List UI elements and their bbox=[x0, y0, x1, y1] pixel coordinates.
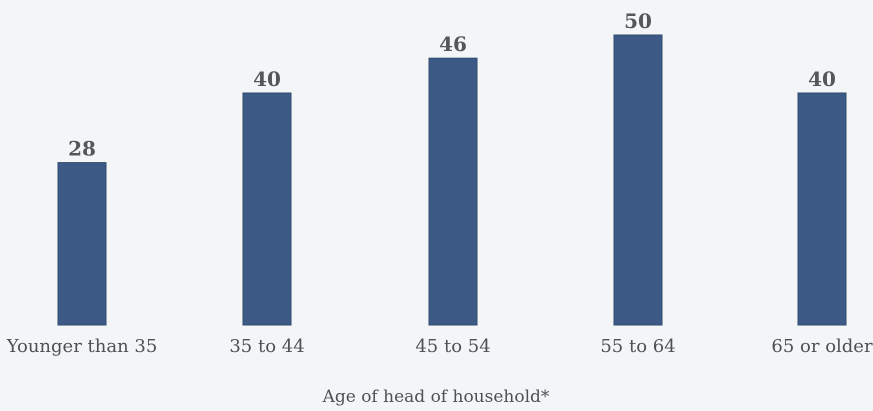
data-label-2: 46 bbox=[439, 32, 467, 56]
data-label-3: 50 bbox=[624, 9, 652, 33]
bars-group bbox=[57, 34, 847, 326]
x-tick-label-3: 55 to 64 bbox=[600, 336, 675, 357]
data-label-0: 28 bbox=[68, 137, 96, 161]
bar-1 bbox=[242, 92, 292, 326]
data-labels-group: 28 40 46 50 40 bbox=[68, 9, 836, 161]
x-axis-title: Age of head of household* bbox=[322, 387, 550, 407]
bar-4 bbox=[797, 92, 847, 326]
x-tick-label-2: 45 to 54 bbox=[415, 336, 490, 357]
x-tick-label-4: 65 or older bbox=[771, 336, 873, 357]
x-tick-label-0: Younger than 35 bbox=[6, 336, 158, 357]
data-label-4: 40 bbox=[808, 67, 836, 91]
x-tick-label-1: 35 to 44 bbox=[229, 336, 304, 357]
bar-3 bbox=[613, 34, 663, 326]
x-tick-labels-group: Younger than 35 35 to 44 45 to 54 55 to 64 6… bbox=[6, 336, 873, 357]
bar-0 bbox=[57, 162, 107, 326]
data-label-1: 40 bbox=[253, 67, 281, 91]
bar-2 bbox=[428, 57, 478, 326]
